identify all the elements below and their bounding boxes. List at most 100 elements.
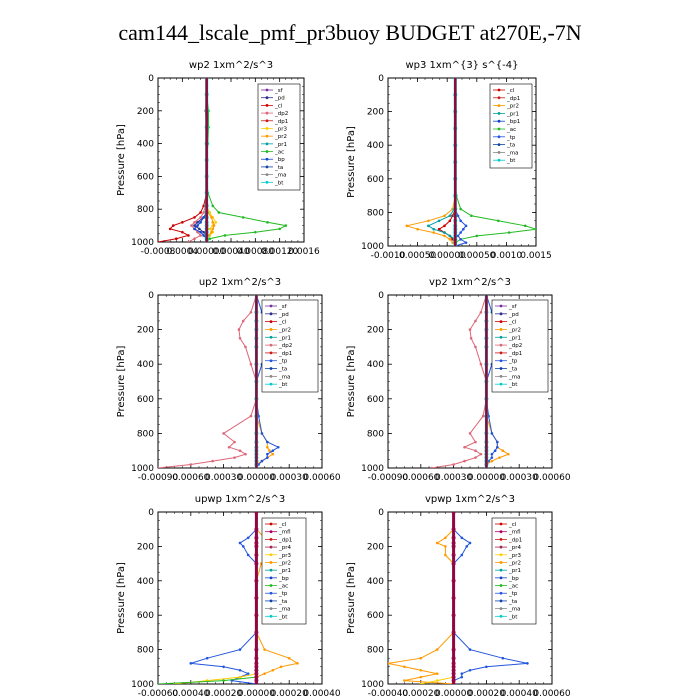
series-point-ac xyxy=(278,227,281,231)
series-line-dp2 xyxy=(431,295,487,468)
series-line-tp xyxy=(190,512,257,684)
x-tick-label: 0.00030 xyxy=(271,473,308,483)
y-tick-label: 1000 xyxy=(131,680,154,690)
legend-label: _ma xyxy=(508,607,520,613)
y-tick-label: 600 xyxy=(137,172,154,182)
legend-label: _mfl xyxy=(278,530,291,536)
series-point-dp2 xyxy=(211,459,214,463)
series-point-tp xyxy=(460,553,464,557)
legend-marker xyxy=(269,576,273,580)
series-point-dp2 xyxy=(233,440,236,444)
series-point-pr2 xyxy=(419,675,423,679)
series-point-pr2 xyxy=(263,648,266,651)
series-point-pr2 xyxy=(435,672,439,675)
legend-label: _tp xyxy=(506,135,516,141)
series-point-dp2 xyxy=(244,345,247,349)
series-point-tp xyxy=(490,432,494,435)
series-point-dp2 xyxy=(479,311,483,314)
legend-marker xyxy=(265,173,269,177)
x-tick-label: 0.00000 xyxy=(435,689,472,699)
x-tick-label: 0.00040 xyxy=(172,689,209,699)
x-tick-label: 0.00060 xyxy=(172,473,209,483)
legend-marker xyxy=(499,359,503,363)
series-point-dp2 xyxy=(468,432,472,435)
legend-marker xyxy=(499,304,503,308)
legend-marker xyxy=(497,96,501,100)
y-tick-label: 400 xyxy=(137,577,154,587)
legend-label: _sf xyxy=(274,88,284,94)
series-point-pr2 xyxy=(210,216,213,219)
y-axis-label: Pressure [hPa] xyxy=(346,562,357,634)
legend-label: _bt xyxy=(278,614,288,620)
legend-label: _cl xyxy=(278,320,287,326)
y-tick-label: 800 xyxy=(367,429,384,439)
y-tick-label: 600 xyxy=(367,175,384,185)
series-point-tp xyxy=(468,648,472,651)
y-tick-label: 600 xyxy=(137,395,154,405)
legend-label: _ac xyxy=(506,127,516,133)
series-point-tp xyxy=(460,675,464,679)
x-tick-label: 0.00040 xyxy=(303,689,340,699)
legend-marker xyxy=(499,599,503,603)
series-point-pr2 xyxy=(506,452,510,456)
legend-marker xyxy=(269,591,273,595)
legend-label: _pr2 xyxy=(508,560,521,566)
x-tick-label: 0.00030 xyxy=(205,473,242,483)
legend-label: _dp1 xyxy=(506,96,520,102)
legend-marker xyxy=(499,312,503,316)
series-line-cl xyxy=(438,78,456,246)
x-tick-label: 0.00050 xyxy=(458,251,495,261)
legend-label: _pr4 xyxy=(508,545,522,551)
series-point-dp2 xyxy=(474,449,477,453)
legend-label: _bp xyxy=(508,576,519,582)
series-point-dp2 xyxy=(189,463,193,466)
legend-marker xyxy=(497,135,501,139)
legend-label: _pr3 xyxy=(274,126,288,132)
series-point-dp2 xyxy=(193,221,196,224)
legend-label: _ac xyxy=(278,584,288,590)
series-point-dp2 xyxy=(249,311,253,314)
series-point-dp2 xyxy=(227,445,231,449)
panel-5: upwp 1xm^2/s^3 Pressure [hPa] 0 200 400 600 80… xyxy=(116,494,341,699)
legend-label: _dp1 xyxy=(278,351,292,357)
x-tick-label: 0.00060 xyxy=(303,473,340,483)
legend-marker xyxy=(499,382,503,386)
series-point-pr2 xyxy=(403,665,406,669)
series-point-cl xyxy=(174,237,178,241)
series-group xyxy=(158,512,299,684)
legend-marker xyxy=(497,112,501,115)
series-point-dp2 xyxy=(237,328,241,331)
series-point-pr3 xyxy=(419,682,423,684)
series-point-tp xyxy=(490,452,494,456)
series-point-tp xyxy=(464,224,468,228)
legend-label: _bt xyxy=(508,614,518,620)
legend-marker xyxy=(499,351,503,355)
series-point-pr1 xyxy=(448,214,452,218)
series-line-dp2 xyxy=(158,295,257,468)
x-tick-label: 0.00000 xyxy=(238,473,275,483)
legend-label: _tp xyxy=(508,591,518,597)
series-point-bp xyxy=(202,234,205,237)
legend-marker xyxy=(269,304,273,308)
legend-label: _pr1 xyxy=(274,142,287,148)
series-point-pr2 xyxy=(210,230,213,234)
series-point-tp xyxy=(266,440,269,444)
series-point-tp xyxy=(459,231,462,234)
series-point-pr2 xyxy=(212,224,216,227)
series-point-ac xyxy=(470,214,473,218)
legend-label: _pr1 xyxy=(508,568,521,574)
legend-label: _ac xyxy=(274,150,284,156)
series-point-cl xyxy=(171,224,175,227)
series-point-bp xyxy=(199,221,202,224)
legend-label: _pd xyxy=(508,312,519,318)
legend-label: _cl xyxy=(508,320,517,326)
y-tick-label: 800 xyxy=(137,429,154,439)
legend-label: _ta xyxy=(278,599,287,605)
x-tick-label: 0.00030 xyxy=(435,473,472,483)
legend-label: _dp1 xyxy=(278,537,292,543)
legend-marker xyxy=(497,158,501,162)
series-point-tp xyxy=(465,545,469,548)
x-tick-label: 0.00060 xyxy=(533,689,570,699)
y-axis-label: Pressure [hPa] xyxy=(346,126,357,198)
series-point-pd xyxy=(202,230,205,234)
